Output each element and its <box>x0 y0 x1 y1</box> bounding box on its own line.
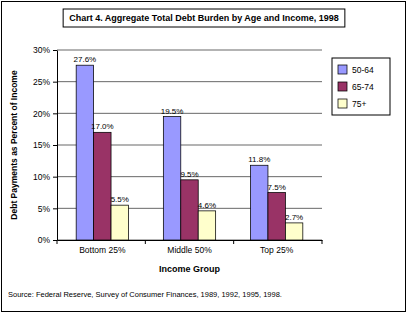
x-tick: Middle 50% <box>167 245 212 255</box>
y-tick-mark <box>53 113 57 114</box>
data-label: 5.5% <box>111 195 129 204</box>
y-tick-mark <box>53 82 57 83</box>
x-axis-line <box>58 240 323 241</box>
bar <box>111 205 128 240</box>
bar <box>285 223 302 240</box>
y-tick: 5% <box>38 204 57 214</box>
data-label: 7.5% <box>268 183 286 192</box>
y-axis-title: Debt Payments as Percent of Income <box>9 70 19 220</box>
chart-frame <box>2 2 406 312</box>
y-tick: 20% <box>33 109 57 119</box>
data-label: 4.6% <box>198 201 216 210</box>
x-tick: Top 25% <box>260 245 294 255</box>
legend-swatch <box>338 99 347 108</box>
legend-box <box>332 58 390 115</box>
data-label: 19.5% <box>161 107 184 116</box>
y-tick-label: 25% <box>33 77 50 87</box>
y-tick-label: 15% <box>33 140 50 150</box>
y-tick-label: 5% <box>38 204 51 214</box>
x-separator <box>233 240 234 244</box>
x-separator <box>322 240 323 244</box>
x-tick-label: Top 25% <box>260 245 294 255</box>
plot-area <box>57 50 322 240</box>
data-labels: 27.6% 19.5% 11.8% 17.0% 9.5% 7.5% 5.5% 4.6% 2.7% <box>74 55 304 222</box>
legend-label: 50-64 <box>352 65 374 75</box>
y-axis-line <box>57 51 58 241</box>
title-box <box>63 9 345 27</box>
x-tick-label: Middle 50% <box>167 245 212 255</box>
x-separators <box>57 240 322 244</box>
bar <box>198 211 215 240</box>
y-tick: 0% <box>38 235 57 245</box>
y-tick-label: 0% <box>38 235 51 245</box>
y-axis: 0% 5% 10% 15% 20% 25% 30% <box>33 45 58 245</box>
bar <box>181 180 198 240</box>
x-tick: Bottom 25% <box>79 245 126 255</box>
x-tick-label: Bottom 25% <box>79 245 126 255</box>
title-group: Chart 4. Aggregate Total Debt Burden by … <box>63 9 345 27</box>
grid-line <box>57 50 322 51</box>
legend-swatch <box>338 65 347 74</box>
y-tick-mark <box>53 208 57 209</box>
y-tick-label: 10% <box>33 172 50 182</box>
bar <box>268 193 285 241</box>
legend-label: 65-74 <box>352 82 374 92</box>
x-axis: Bottom 25% Middle 50% Top 25% <box>58 241 323 256</box>
data-label: 11.8% <box>248 155 270 164</box>
y-tick-label: 30% <box>33 45 50 55</box>
data-label: 9.5% <box>180 170 198 179</box>
bar <box>76 65 93 240</box>
bars <box>76 65 303 240</box>
bar <box>163 117 180 241</box>
grid-line <box>57 81 322 82</box>
grid-line <box>57 113 322 114</box>
bar <box>251 165 268 240</box>
y-tick-mark <box>53 240 57 241</box>
y-tick-label: 20% <box>33 109 50 119</box>
y-tick-mark <box>53 145 57 146</box>
x-separator <box>145 240 146 244</box>
y-tick: 30% <box>33 45 57 55</box>
data-label: 2.7% <box>285 213 303 222</box>
y-tick-mark <box>53 50 57 51</box>
legend-label: 75+ <box>352 99 366 109</box>
title: Chart 4. Aggregate Total Debt Burden by … <box>69 13 339 23</box>
x-axis-title: Income Group <box>159 264 221 274</box>
y-tick-mark <box>53 177 57 178</box>
y-tick: 15% <box>33 140 57 150</box>
y-tick: 25% <box>33 77 57 87</box>
bar <box>94 132 111 240</box>
chart: Chart 4. Aggregate Total Debt Burden by … <box>0 0 408 316</box>
source-note: Source: Federal Reserve, Survey of Consu… <box>8 290 282 299</box>
x-separator <box>57 240 58 244</box>
grid <box>57 50 322 240</box>
legend-swatch <box>338 82 347 91</box>
data-label: 27.6% <box>74 55 97 64</box>
legend: 50-64 65-74 75+ <box>332 58 390 115</box>
data-label: 17.0% <box>91 122 114 131</box>
y-tick: 10% <box>33 172 57 182</box>
